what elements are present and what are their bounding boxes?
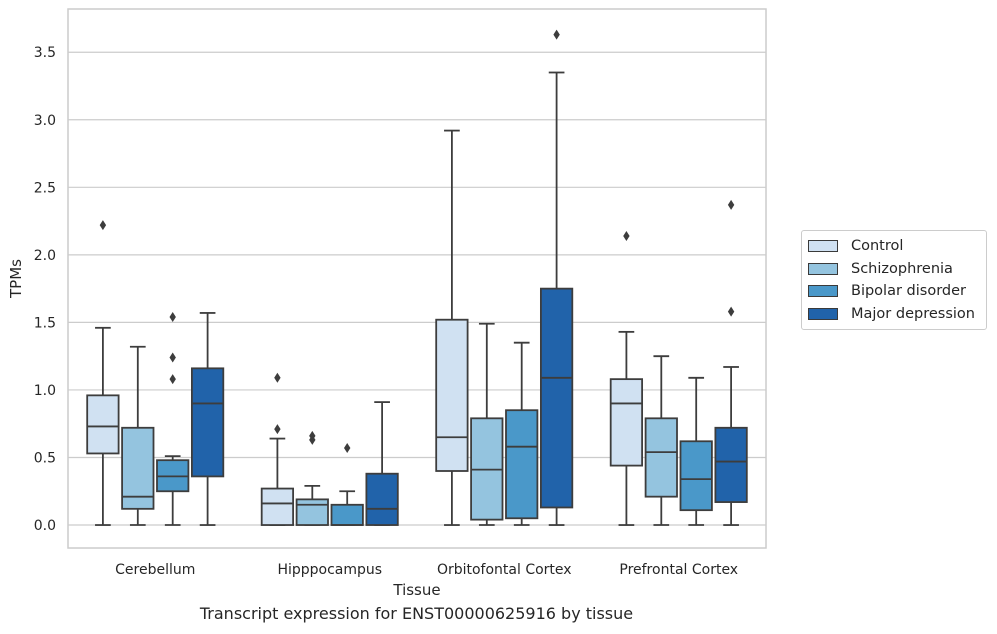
plot-frame bbox=[67, 8, 767, 549]
y-axis-label: TPMs bbox=[7, 259, 25, 299]
y-tick-label: 0.5 bbox=[34, 450, 56, 466]
outlier-point bbox=[727, 306, 735, 317]
y-tick-label: 1.0 bbox=[34, 383, 56, 399]
x-axis-label: Tissue bbox=[392, 581, 440, 599]
box-bipolar-disorder bbox=[505, 409, 539, 520]
box-schizophrenia bbox=[121, 426, 155, 510]
box-control bbox=[260, 487, 295, 526]
outlier-point bbox=[309, 430, 316, 441]
y-tick-label: 2.5 bbox=[34, 180, 56, 196]
legend-entry: Major depression bbox=[802, 303, 986, 326]
box-control bbox=[435, 318, 469, 472]
chart-title: Transcript expression for ENST0000062591… bbox=[199, 604, 634, 623]
y-tick-label: 2.0 bbox=[34, 248, 56, 264]
box-major-depression bbox=[714, 426, 748, 503]
legend-entry: Bipolar disorder bbox=[802, 280, 986, 303]
outlier-point bbox=[344, 443, 351, 454]
box-major-depression bbox=[190, 367, 225, 478]
box-major-depression bbox=[539, 287, 574, 509]
outlier-point bbox=[169, 312, 176, 322]
y-tick-label: 0.0 bbox=[34, 518, 56, 534]
legend-swatch bbox=[808, 240, 838, 253]
x-tick-label: Prefrontal Cortex bbox=[619, 562, 738, 578]
y-tick-label: 3.5 bbox=[34, 45, 56, 61]
outlier-point bbox=[274, 424, 281, 435]
outlier-point bbox=[553, 29, 560, 40]
box-control bbox=[609, 378, 644, 467]
legend-swatch bbox=[808, 308, 838, 321]
legend-entry: Schizophrenia bbox=[802, 258, 986, 281]
box-bipolar-disorder bbox=[679, 440, 713, 512]
box-major-depression bbox=[365, 472, 399, 526]
box-schizophrenia bbox=[644, 417, 678, 498]
box-bipolar-disorder bbox=[330, 503, 364, 526]
outlier-point bbox=[99, 220, 107, 231]
outlier-point bbox=[623, 230, 630, 241]
x-tick-label: Cerebellum bbox=[115, 562, 195, 578]
legend: Control Schizophrenia Bipolar disorder Majo… bbox=[801, 230, 987, 331]
legend-label: Major depression bbox=[851, 306, 975, 323]
legend-label: Schizophrenia bbox=[851, 260, 953, 277]
y-tick-label: 3.0 bbox=[34, 113, 56, 129]
outlier-point bbox=[169, 352, 176, 363]
box-control bbox=[86, 394, 120, 455]
legend-swatch bbox=[808, 262, 838, 275]
legend-entry: Control bbox=[802, 235, 986, 258]
legend-swatch bbox=[808, 285, 838, 298]
box-schizophrenia bbox=[295, 498, 329, 526]
legend-label: Bipolar disorder bbox=[851, 283, 966, 300]
outlier-point bbox=[169, 374, 176, 385]
x-tick-label: Orbitofontal Cortex bbox=[437, 562, 572, 578]
outlier-point bbox=[727, 199, 735, 210]
legend-label: Control bbox=[851, 238, 904, 255]
x-tick-label: Hipppocampus bbox=[277, 562, 382, 578]
outlier-point bbox=[274, 372, 281, 383]
y-tick-label: 1.5 bbox=[34, 315, 56, 331]
